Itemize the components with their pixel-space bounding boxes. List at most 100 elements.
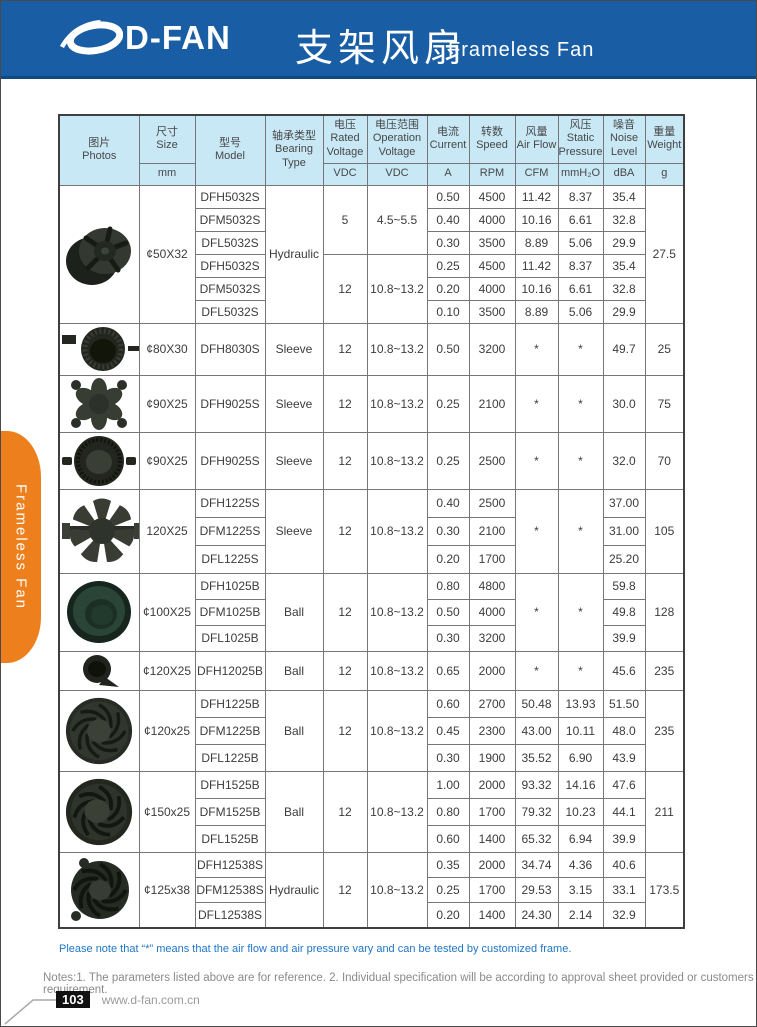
- unit-pressure: mmH₂O: [557, 162, 604, 186]
- current-cell: 0.25: [426, 253, 470, 278]
- current-cell: 0.40: [426, 207, 470, 232]
- speed-cell: 2100: [468, 374, 516, 433]
- photo-cell: [58, 650, 140, 691]
- model-cell: DFM1525B: [194, 797, 266, 826]
- current-cell: 1.00: [426, 770, 470, 799]
- pressure-cell: 5.06: [557, 299, 604, 324]
- unit-size: mm: [138, 162, 196, 186]
- photo-cell: [58, 770, 140, 853]
- current-cell: 0.45: [426, 716, 470, 745]
- model-cell: DFH1225B: [194, 689, 266, 718]
- brand-logo: D-FAN: [59, 15, 231, 61]
- rated-voltage-cell: 12: [322, 431, 368, 490]
- rated-voltage-cell: 12: [322, 770, 368, 853]
- weight-cell: 173.5: [644, 851, 685, 928]
- speed-cell: 2000: [468, 770, 516, 799]
- current-cell: 0.25: [426, 431, 470, 490]
- current-cell: 0.50: [426, 322, 470, 376]
- model-cell: DFM1225S: [194, 516, 266, 546]
- current-cell: 0.25: [426, 876, 470, 903]
- table-row: DFM1525B 0.80 1700 79.32 10.23 44.1: [59, 797, 684, 826]
- current-cell: 0.10: [426, 299, 470, 324]
- page-title-cn: 支架风扇: [295, 28, 468, 70]
- noise-cell: 59.8: [602, 572, 646, 600]
- weight-cell: 70: [644, 431, 685, 490]
- col-header-weight: 重量 Weight: [644, 114, 685, 164]
- size-cell: ¢100X25: [138, 572, 196, 652]
- unit-current: A: [426, 162, 470, 186]
- pressure-cell: 3.15: [557, 876, 604, 903]
- unit-weight: g: [644, 162, 685, 186]
- operation-voltage-cell: 10.8~13.2: [366, 851, 428, 928]
- rated-voltage-cell: 12: [322, 322, 368, 376]
- bearing-cell: Sleeve: [264, 431, 324, 490]
- dfan-swoosh-icon: [60, 20, 123, 55]
- model-cell: DFH12538S: [194, 851, 266, 878]
- units-row: mm VDC VDC A RPM CFM mmH₂O dBA g: [59, 162, 685, 186]
- current-cell: 0.40: [426, 488, 470, 518]
- airflow-cell: 8.89: [514, 299, 559, 324]
- speed-cell: 4800: [468, 572, 516, 600]
- col-header-bearing: 轴承类型 Bearing Type: [264, 114, 324, 186]
- noise-cell: 49.7: [602, 322, 646, 376]
- col-header-size: 尺寸 Size: [138, 114, 196, 164]
- operation-voltage-cell: 10.8~13.2: [366, 322, 428, 376]
- noise-cell: 43.9: [602, 743, 646, 772]
- section-tab-frameless-fan: Frameless Fan: [1, 431, 41, 663]
- current-cell: 0.30: [426, 624, 470, 652]
- pressure-cell: 6.61: [557, 207, 604, 232]
- fan-photo: [66, 697, 133, 764]
- spec-table: 图片 Photos 尺寸 Size 型号 Model 轴承类型 Bearing Type…: [58, 114, 685, 929]
- speed-cell: 3500: [468, 299, 516, 324]
- airflow-cell: *: [514, 572, 559, 652]
- pressure-cell: 6.90: [557, 743, 604, 772]
- size-cell: ¢80X30: [138, 322, 196, 376]
- speed-cell: 2700: [468, 689, 516, 718]
- unit-noise: dBA: [602, 162, 646, 186]
- fan-photo: [66, 778, 133, 845]
- table-row: ¢100X25 DFH1025B Ball 12 10.8~13.2 0.80 …: [58, 572, 685, 652]
- current-cell: 0.30: [426, 516, 470, 546]
- table-row: DFM1025B 0.50 4000 49.8: [59, 598, 684, 626]
- table-row: ¢90X25 DFH9025S Sleeve 12 10.8~13.2 0.25…: [58, 431, 685, 490]
- speed-cell: 3200: [468, 624, 516, 652]
- airflow-cell: 29.53: [514, 876, 559, 903]
- speed-cell: 3500: [468, 230, 516, 255]
- airflow-cell: 10.16: [514, 276, 559, 301]
- pressure-cell: *: [557, 374, 604, 433]
- speed-cell: 1700: [468, 876, 516, 903]
- airflow-cell: 24.30: [514, 901, 559, 928]
- table-row: DFL1025B 0.30 3200 39.9: [59, 624, 684, 652]
- current-cell: 0.50: [426, 598, 470, 626]
- current-cell: 0.60: [426, 824, 470, 853]
- table-row: DFM5032S 0.20 4000 10.16 6.61 32.8: [59, 276, 684, 301]
- model-cell: DFL1525B: [194, 824, 266, 853]
- fan-photo: [71, 377, 128, 430]
- speed-cell: 4000: [468, 207, 516, 232]
- model-cell: DFL1025B: [194, 624, 266, 652]
- airflow-cell: 34.74: [514, 851, 559, 878]
- pressure-cell: 10.11: [557, 716, 604, 745]
- speed-cell: 2300: [468, 716, 516, 745]
- fan-photo: [66, 226, 132, 285]
- weight-cell: 27.5: [644, 184, 685, 324]
- pressure-cell: 14.16: [557, 770, 604, 799]
- col-header-speed: 转数 Speed: [468, 114, 516, 164]
- bearing-cell: Ball: [264, 650, 324, 691]
- table-row: ¢120x25 DFH1225B Ball 12 10.8~13.2 0.60 …: [58, 689, 685, 772]
- operation-voltage-cell: 10.8~13.2: [366, 374, 428, 433]
- col-header-model: 型号 Model: [194, 114, 266, 186]
- noise-cell: 29.9: [602, 230, 646, 255]
- airflow-cell: 35.52: [514, 743, 559, 772]
- pressure-cell: *: [557, 572, 604, 652]
- noise-cell: 32.9: [602, 901, 646, 928]
- airflow-cell: *: [514, 322, 559, 376]
- model-cell: DFL5032S: [194, 299, 266, 324]
- model-cell: DFH5032S: [194, 184, 266, 209]
- pressure-cell: 2.14: [557, 901, 604, 928]
- noise-cell: 32.0: [602, 431, 646, 490]
- noise-cell: 29.9: [602, 299, 646, 324]
- table-row: DFM1225B 0.45 2300 43.00 10.11 48.0: [59, 716, 684, 745]
- bearing-cell: Ball: [264, 572, 324, 652]
- table-row: ¢50X32 DFH5032S Hydraulic 5 4.5~5.5 0.50…: [58, 184, 685, 324]
